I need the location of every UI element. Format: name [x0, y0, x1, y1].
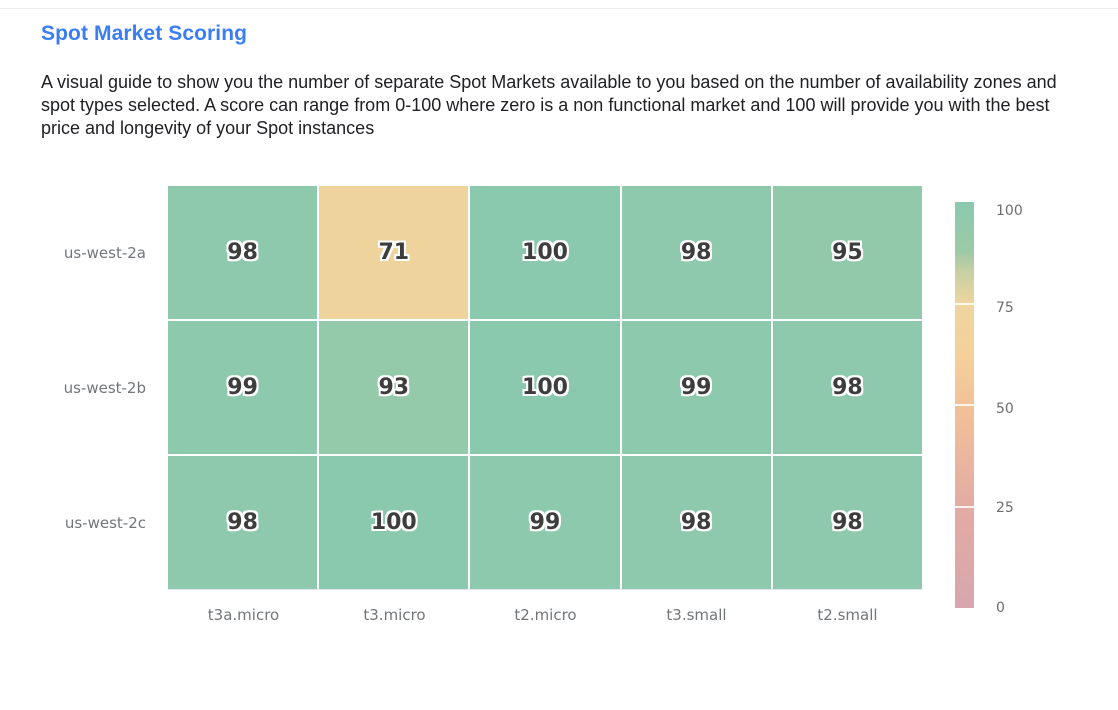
heatmap-cell-us-west-2b-t3a-micro[interactable]: 99	[168, 321, 318, 454]
heatmap-cell-us-west-2c-t3a-micro[interactable]: 98	[168, 456, 318, 589]
heatmap-cell-us-west-2a-t3-micro[interactable]: 71	[319, 186, 469, 319]
heatmap-cell-us-west-2c-t2-micro[interactable]: 99	[470, 456, 620, 589]
colorbar-tick-line-25	[955, 505, 974, 508]
y-axis-label-us-west-2a: us-west-2a	[63, 243, 146, 262]
heatmap-cell-us-west-2c-t2-small[interactable]: 98	[772, 456, 922, 589]
colorbar-label-75: 75	[996, 300, 1014, 316]
heatmap-cell-us-west-2c-t3-micro[interactable]: 100	[319, 456, 469, 589]
colorbar	[955, 202, 974, 608]
colorbar-label-100: 100	[996, 203, 1023, 219]
colorbar-label-25: 25	[996, 500, 1014, 516]
panel-top-divider	[0, 8, 1118, 9]
colorbar-tick-line-50	[955, 404, 974, 406]
y-axis-label-us-west-2b: us-west-2b	[63, 378, 146, 397]
x-axis-label-t2-micro: t2.micro	[514, 606, 577, 624]
x-axis-label-t3-small: t3.small	[666, 606, 727, 624]
y-axis-label-us-west-2c: us-west-2c	[64, 513, 146, 532]
heatmap-cell-us-west-2b-t2-small[interactable]: 98	[772, 321, 922, 454]
x-axis-label-t3-micro: t3.micro	[363, 606, 426, 624]
heatmap: 98 71 100 98 95 99 93 100 99 98 98 100 9…	[168, 186, 922, 589]
heatmap-cell-us-west-2b-t3-small[interactable]: 99	[621, 321, 771, 454]
heatmap-cell-us-west-2a-t3-small[interactable]: 98	[621, 186, 771, 319]
heatmap-cell-us-west-2a-t3a-micro[interactable]: 98	[168, 186, 318, 319]
x-axis-line	[168, 589, 922, 590]
heatmap-cell-us-west-2c-t3-small[interactable]: 98	[621, 456, 771, 589]
colorbar-label-50: 50	[996, 401, 1014, 417]
x-axis-label-t3a-micro: t3a.micro	[207, 606, 280, 624]
heatmap-cell-us-west-2b-t3-micro[interactable]: 93	[319, 321, 469, 454]
panel-description: A visual guide to show you the number of…	[41, 72, 1057, 138]
panel-title: Spot Market Scoring	[41, 22, 248, 45]
heatmap-cell-us-west-2a-t2-small[interactable]: 95	[772, 186, 922, 319]
x-axis-label-t2-small: t2.small	[817, 606, 878, 624]
heatmap-cell-us-west-2b-t2-micro[interactable]: 100	[470, 321, 620, 454]
heatmap-cell-us-west-2a-t2-micro[interactable]: 100	[470, 186, 620, 319]
colorbar-tick-line-75	[955, 302, 974, 305]
colorbar-label-0: 0	[996, 600, 1005, 616]
